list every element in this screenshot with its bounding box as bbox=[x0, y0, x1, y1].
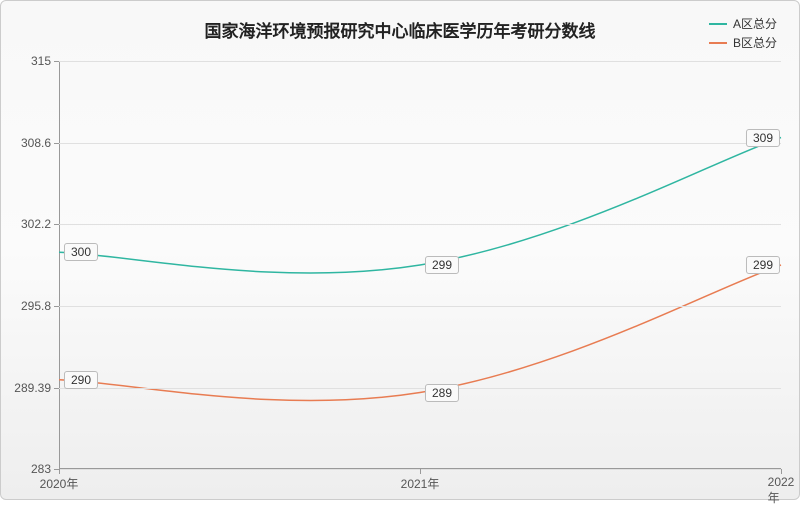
line-layer bbox=[59, 61, 781, 469]
y-tick-label: 289.39 bbox=[14, 381, 59, 395]
grid-line bbox=[59, 388, 781, 389]
data-label: 299 bbox=[746, 256, 780, 274]
data-label: 309 bbox=[746, 129, 780, 147]
x-tick-label: 2022年 bbox=[768, 469, 795, 506]
legend-item-a: A区总分 bbox=[709, 15, 777, 32]
data-label: 299 bbox=[425, 256, 459, 274]
legend: A区总分 B区总分 bbox=[709, 15, 777, 53]
legend-item-b: B区总分 bbox=[709, 34, 777, 51]
chart-container: 国家海洋环境预报研究中心临床医学历年考研分数线 A区总分 B区总分 283289… bbox=[0, 0, 800, 500]
data-label: 289 bbox=[425, 384, 459, 402]
legend-label-a: A区总分 bbox=[733, 15, 777, 32]
legend-label-b: B区总分 bbox=[733, 34, 777, 51]
data-label: 290 bbox=[64, 371, 98, 389]
grid-line bbox=[59, 61, 781, 62]
series-line bbox=[59, 138, 781, 274]
plot-area: 283289.39295.8302.2308.63152020年2021年202… bbox=[59, 61, 781, 469]
grid-line bbox=[59, 306, 781, 307]
series-line bbox=[59, 265, 781, 401]
chart-title: 国家海洋环境预报研究中心临床医学历年考研分数线 bbox=[1, 17, 799, 42]
grid-line bbox=[59, 143, 781, 144]
legend-swatch-a bbox=[709, 23, 727, 25]
grid-line bbox=[59, 224, 781, 225]
data-label: 300 bbox=[64, 243, 98, 261]
legend-swatch-b bbox=[709, 42, 727, 44]
